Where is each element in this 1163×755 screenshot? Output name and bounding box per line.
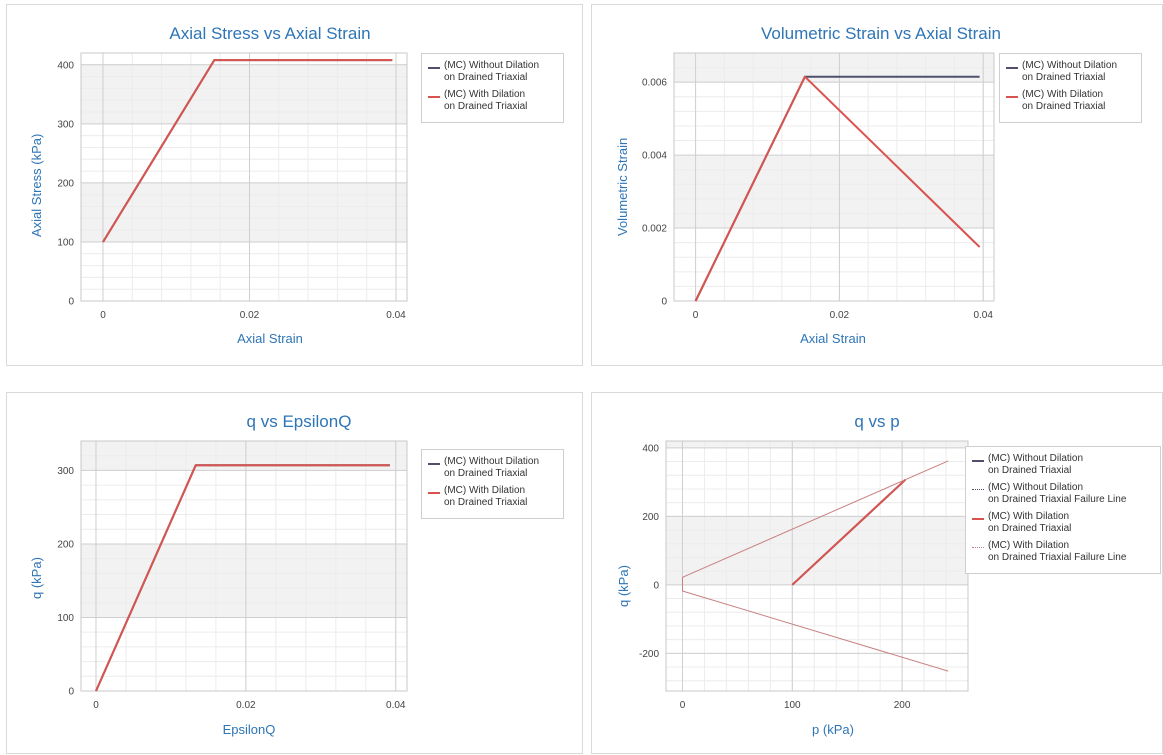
series-line — [682, 460, 949, 672]
y-tick-label: 200 — [57, 539, 74, 550]
legend-swatch — [972, 460, 984, 462]
chart-plot-area-volumetric-strain: 0 0.02 0.04 0 0.002 0.004 0.006 — [642, 52, 995, 321]
series-line — [791, 478, 907, 586]
x-tick-label: 0.04 — [973, 310, 993, 321]
y-tick-label: 0 — [68, 297, 74, 308]
chart-title: Axial Stress vs Axial Strain — [169, 24, 371, 43]
chart-title: Volumetric Strain vs Axial Strain — [761, 24, 1001, 43]
legend-item: (MC) Without Dilation on Drained Triaxia… — [428, 60, 557, 84]
legend-label: (MC) Without Dilation on Drained Triaxia… — [444, 456, 540, 479]
legend-item: (MC) With Dilation on Drained Triaxial F… — [972, 540, 1154, 564]
y-tick-label: 400 — [57, 60, 74, 71]
x-tick-label: 0 — [693, 310, 699, 321]
legend-label: (MC) With Dilation on Drained Triaxial — [444, 89, 528, 112]
y-tick-label: 0.002 — [642, 224, 667, 235]
legend-item: (MC) Without Dilation on Drained Triaxia… — [972, 482, 1154, 506]
legend-item: (MC) With Dilation on Drained Triaxial — [428, 485, 557, 509]
y-tick-label: 200 — [642, 512, 659, 523]
x-tick-label: 200 — [894, 700, 911, 711]
x-tick-label: 0.02 — [830, 310, 850, 321]
legend-swatch — [428, 463, 440, 465]
legend-swatch — [972, 489, 984, 490]
grid-band — [81, 64, 407, 124]
legend-swatch — [1006, 96, 1018, 98]
x-tick-label: 100 — [784, 700, 801, 711]
y-tick-label: 200 — [57, 178, 74, 189]
legend-label: (MC) With Dilation on Drained Triaxial — [988, 511, 1072, 534]
grid-band — [666, 441, 968, 448]
chart-panel-volumetric-strain: 0 0.02 0.04 0 0.002 0.004 0.006 Volumetric Str… — [591, 4, 1163, 366]
y-axis-title: q (kPa) — [616, 565, 631, 607]
y-tick-label: 400 — [642, 443, 659, 454]
legend-item: (MC) Without Dilation on Drained Triaxia… — [1006, 60, 1135, 84]
plot-frame — [80, 440, 408, 692]
y-tick-label: 300 — [57, 119, 74, 130]
chart-plot-area-q-vs-epsilonq: 0 0.02 0.04 0 100 200 300 — [57, 440, 408, 711]
legend-item: (MC) With Dilation on Drained Triaxial — [428, 89, 557, 113]
x-axis-title: p (kPa) — [812, 722, 854, 737]
chart-legend: (MC) Without Dilation on Drained Triaxia… — [965, 446, 1161, 574]
series-line — [694, 75, 981, 302]
chart-panel-q-vs-epsilonq: 0 0.02 0.04 0 100 200 300 q vs EpsilonQ Epsilo… — [6, 392, 583, 754]
y-tick-label: 0.006 — [642, 78, 667, 89]
x-tick-label: 0 — [93, 700, 99, 711]
legend-label: (MC) Without Dilation on Drained Triaxia… — [1022, 60, 1118, 83]
y-tick-label: 0 — [653, 580, 659, 591]
legend-label: (MC) Without Dilation on Drained Triaxia… — [988, 453, 1084, 476]
x-tick-label: 0.04 — [386, 310, 406, 321]
chart-legend: (MC) Without Dilation on Drained Triaxia… — [421, 53, 564, 123]
plot-frame — [673, 52, 995, 302]
chart-legend: (MC) Without Dilation on Drained Triaxia… — [999, 53, 1142, 123]
x-tick-label: 0.02 — [240, 310, 260, 321]
legend-swatch — [972, 547, 984, 548]
y-axis-title: Axial Stress (kPa) — [29, 133, 44, 237]
series-line — [102, 59, 393, 243]
grid-band — [674, 155, 994, 229]
legend-swatch — [428, 67, 440, 69]
legend-item: (MC) With Dilation on Drained Triaxial — [972, 511, 1154, 535]
grid-band — [81, 182, 407, 242]
chart-title: q vs EpsilonQ — [246, 412, 352, 431]
chart-plot-area-axial-stress: 0 0.02 0.04 0 100 200 300 400 — [57, 52, 408, 321]
grid-band — [81, 543, 407, 618]
y-tick-label: 0 — [68, 687, 74, 698]
y-tick-label: 0.004 — [642, 151, 667, 162]
legend-label: (MC) Without Dilation on Drained Triaxia… — [444, 60, 540, 83]
x-tick-label: 0.02 — [236, 700, 256, 711]
legend-label: (MC) With Dilation on Drained Triaxial F… — [988, 540, 1127, 563]
grid-band — [666, 516, 968, 585]
legend-swatch — [428, 492, 440, 494]
y-tick-label: 0 — [661, 297, 667, 308]
x-tick-label: 0 — [680, 700, 686, 711]
y-axis-title: Volumetric Strain — [615, 137, 630, 236]
x-tick-label: 0 — [100, 310, 106, 321]
chart-panel-axial-stress: 0 0.02 0.04 0 100 200 300 400 Axial Stress vs A… — [6, 4, 583, 366]
chart-plot-area-q-vs-p: 0 100 200 -200 0 200 400 — [639, 440, 969, 711]
legend-swatch — [428, 96, 440, 98]
y-tick-label: 300 — [57, 466, 74, 477]
chart-panel-q-vs-p: 0 100 200 -200 0 200 400 q vs p p (kPa) q (kPa… — [591, 392, 1163, 754]
x-axis-title: Axial Strain — [800, 331, 866, 346]
legend-label: (MC) With Dilation on Drained Triaxial — [1022, 89, 1106, 112]
legend-item: (MC) With Dilation on Drained Triaxial — [1006, 89, 1135, 113]
series-line — [95, 464, 390, 692]
y-tick-label: -200 — [639, 649, 659, 660]
x-tick-label: 0.04 — [386, 700, 406, 711]
legend-label: (MC) With Dilation on Drained Triaxial — [444, 485, 528, 508]
legend-label: (MC) Without Dilation on Drained Triaxia… — [988, 482, 1127, 505]
chart-legend: (MC) Without Dilation on Drained Triaxia… — [421, 449, 564, 519]
legend-swatch — [972, 518, 984, 520]
chart-title: q vs p — [854, 412, 900, 431]
y-axis-title: q (kPa) — [29, 557, 44, 599]
x-axis-title: Axial Strain — [237, 331, 303, 346]
y-tick-label: 100 — [57, 613, 74, 624]
x-axis-title: EpsilonQ — [222, 722, 276, 737]
y-tick-label: 100 — [57, 237, 74, 248]
legend-item: (MC) Without Dilation on Drained Triaxia… — [428, 456, 557, 480]
plot-frame — [80, 52, 408, 302]
legend-swatch — [1006, 67, 1018, 69]
legend-item: (MC) Without Dilation on Drained Triaxia… — [972, 453, 1154, 477]
